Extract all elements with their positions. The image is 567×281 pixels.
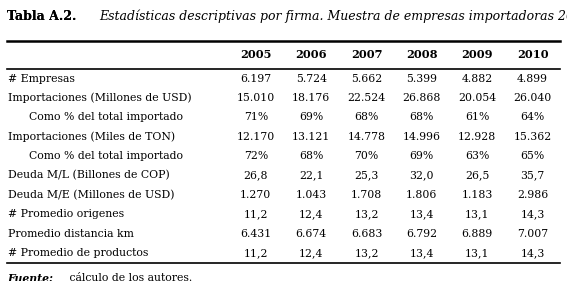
Text: 4.882: 4.882 <box>462 74 493 83</box>
Text: 14.778: 14.778 <box>348 132 386 142</box>
Text: 69%: 69% <box>299 112 323 122</box>
Text: Como % del total importado: Como % del total importado <box>29 151 183 161</box>
Text: Como % del total importado: Como % del total importado <box>29 112 183 122</box>
Text: 22.524: 22.524 <box>348 93 386 103</box>
Text: 1.043: 1.043 <box>295 190 327 200</box>
Text: 71%: 71% <box>244 112 268 122</box>
Text: 2009: 2009 <box>462 49 493 60</box>
Text: 4.899: 4.899 <box>517 74 548 83</box>
Text: 69%: 69% <box>410 151 434 161</box>
Text: Estadísticas descriptivas por firma. Muestra de empresas importadoras 2005-2010: Estadísticas descriptivas por firma. Mue… <box>99 10 567 23</box>
Text: 5.399: 5.399 <box>407 74 437 83</box>
Text: 26.040: 26.040 <box>513 93 552 103</box>
Text: Deuda M/L (Billones de COP): Deuda M/L (Billones de COP) <box>9 170 170 181</box>
Text: 35,7: 35,7 <box>521 171 545 180</box>
Text: 1.708: 1.708 <box>351 190 382 200</box>
Text: 1.270: 1.270 <box>240 190 272 200</box>
Text: 6.431: 6.431 <box>240 229 272 239</box>
Text: 61%: 61% <box>465 112 489 122</box>
Text: 68%: 68% <box>354 112 379 122</box>
Text: 18.176: 18.176 <box>292 93 331 103</box>
Text: 13,4: 13,4 <box>410 248 434 258</box>
Text: 6.792: 6.792 <box>407 229 437 239</box>
Text: 13,2: 13,2 <box>354 209 379 219</box>
Text: 2005: 2005 <box>240 49 272 60</box>
Text: 13,4: 13,4 <box>410 209 434 219</box>
Text: 13,1: 13,1 <box>465 209 489 219</box>
Text: 5.662: 5.662 <box>351 74 382 83</box>
Text: 65%: 65% <box>521 151 545 161</box>
Text: 12.170: 12.170 <box>236 132 275 142</box>
Text: Importaciones (Miles de TON): Importaciones (Miles de TON) <box>9 132 176 142</box>
Text: Importaciones (Millones de USD): Importaciones (Millones de USD) <box>9 93 192 103</box>
Text: 12.928: 12.928 <box>458 132 496 142</box>
Text: 7.007: 7.007 <box>517 229 548 239</box>
Text: 72%: 72% <box>244 151 268 161</box>
Text: 25,3: 25,3 <box>354 171 379 180</box>
Text: 12,4: 12,4 <box>299 209 323 219</box>
Text: 22,1: 22,1 <box>299 171 323 180</box>
Text: 6.197: 6.197 <box>240 74 272 83</box>
Text: 2.986: 2.986 <box>517 190 548 200</box>
Text: 26,8: 26,8 <box>244 171 268 180</box>
Text: 68%: 68% <box>299 151 323 161</box>
Text: 5.724: 5.724 <box>295 74 327 83</box>
Text: 6.674: 6.674 <box>295 229 327 239</box>
Text: # Empresas: # Empresas <box>9 74 75 83</box>
Text: 26.868: 26.868 <box>403 93 441 103</box>
Text: Tabla A.2.: Tabla A.2. <box>7 10 76 23</box>
Text: 2010: 2010 <box>517 49 548 60</box>
Text: 2007: 2007 <box>351 49 382 60</box>
Text: Fuente:: Fuente: <box>7 273 53 281</box>
Text: 13.121: 13.121 <box>292 132 331 142</box>
Text: 13,2: 13,2 <box>354 248 379 258</box>
Text: 12,4: 12,4 <box>299 248 323 258</box>
Text: # Promedio de productos: # Promedio de productos <box>9 248 149 258</box>
Text: 1.183: 1.183 <box>462 190 493 200</box>
Text: 64%: 64% <box>521 112 545 122</box>
Text: 2008: 2008 <box>406 49 438 60</box>
Text: # Promedio origenes: # Promedio origenes <box>9 209 125 219</box>
Text: 26,5: 26,5 <box>465 171 489 180</box>
Text: 2006: 2006 <box>295 49 327 60</box>
Text: 32,0: 32,0 <box>409 171 434 180</box>
Text: Deuda M/E (Millones de USD): Deuda M/E (Millones de USD) <box>9 190 175 200</box>
Text: 15.010: 15.010 <box>236 93 275 103</box>
Text: 14,3: 14,3 <box>521 209 545 219</box>
Text: 15.362: 15.362 <box>513 132 552 142</box>
Text: 11,2: 11,2 <box>244 209 268 219</box>
Text: 6.889: 6.889 <box>462 229 493 239</box>
Text: 63%: 63% <box>465 151 489 161</box>
Text: 68%: 68% <box>410 112 434 122</box>
Text: Tabla A.2.: Tabla A.2. <box>7 10 76 23</box>
Text: cálculo de los autores.: cálculo de los autores. <box>66 273 192 281</box>
Text: 20.054: 20.054 <box>458 93 496 103</box>
Text: 11,2: 11,2 <box>244 248 268 258</box>
Text: 1.806: 1.806 <box>406 190 438 200</box>
Text: Promedio distancia km: Promedio distancia km <box>9 229 134 239</box>
Text: 13,1: 13,1 <box>465 248 489 258</box>
Text: 6.683: 6.683 <box>351 229 382 239</box>
Text: 14,3: 14,3 <box>521 248 545 258</box>
Text: 14.996: 14.996 <box>403 132 441 142</box>
Text: 70%: 70% <box>354 151 379 161</box>
